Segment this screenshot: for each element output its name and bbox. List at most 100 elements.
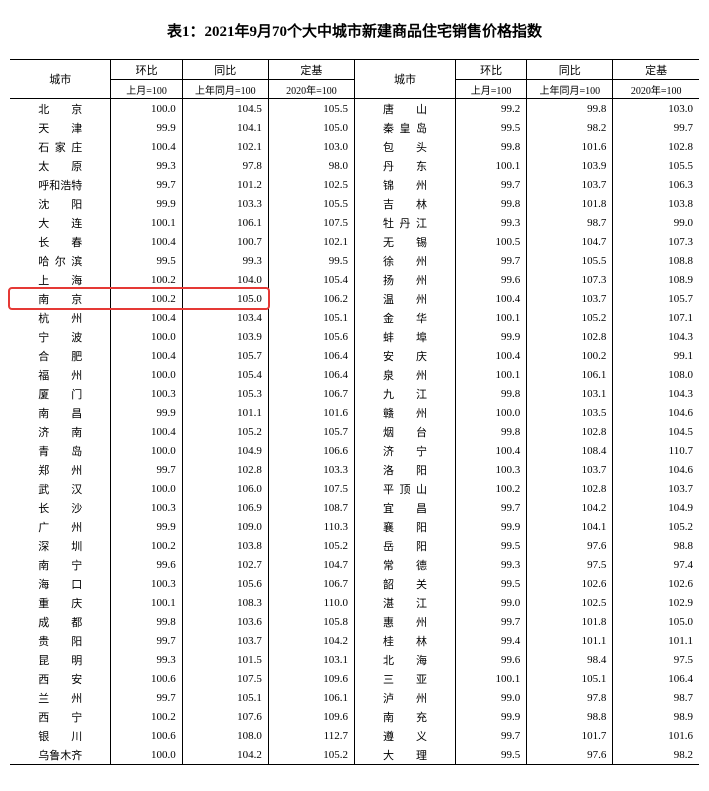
mom-cell: 99.5 xyxy=(455,574,526,593)
table-row: 天 津99.9104.1105.0秦皇岛99.598.299.7 xyxy=(10,118,699,137)
base-cell: 108.9 xyxy=(613,270,699,289)
base-cell: 107.3 xyxy=(613,232,699,251)
yoy-cell: 102.8 xyxy=(527,327,613,346)
city-cell: 宁 波 xyxy=(10,327,111,346)
city-cell: 南 昌 xyxy=(10,403,111,422)
mom-cell: 99.7 xyxy=(455,251,526,270)
col-yoy-sub-right: 上年同月=100 xyxy=(527,80,613,99)
base-cell: 104.9 xyxy=(613,498,699,517)
table-row: 重 庆100.1108.3110.0湛 江99.0102.5102.9 xyxy=(10,593,699,612)
yoy-cell: 103.7 xyxy=(527,460,613,479)
table-row: 长 春100.4100.7102.1无 锡100.5104.7107.3 xyxy=(10,232,699,251)
yoy-cell: 102.8 xyxy=(527,479,613,498)
yoy-cell: 103.9 xyxy=(182,327,268,346)
city-cell: 郑 州 xyxy=(10,460,111,479)
city-cell: 牡丹江 xyxy=(354,213,455,232)
table-row: 济 南100.4105.2105.7烟 台99.8102.8104.5 xyxy=(10,422,699,441)
yoy-cell: 108.4 xyxy=(527,441,613,460)
base-cell: 106.4 xyxy=(268,346,354,365)
table-row: 长 沙100.3106.9108.7宜 昌99.7104.2104.9 xyxy=(10,498,699,517)
yoy-cell: 104.1 xyxy=(527,517,613,536)
yoy-cell: 98.4 xyxy=(527,650,613,669)
yoy-cell: 103.7 xyxy=(527,175,613,194)
city-cell: 北 海 xyxy=(354,650,455,669)
city-cell: 丹 东 xyxy=(354,156,455,175)
city-cell: 南 充 xyxy=(354,707,455,726)
mom-cell: 99.7 xyxy=(455,175,526,194)
mom-cell: 99.7 xyxy=(111,688,182,707)
yoy-cell: 105.1 xyxy=(527,669,613,688)
mom-cell: 99.7 xyxy=(455,726,526,745)
base-cell: 101.6 xyxy=(268,403,354,422)
base-cell: 106.7 xyxy=(268,574,354,593)
city-cell: 合 肥 xyxy=(10,346,111,365)
mom-cell: 100.4 xyxy=(111,137,182,156)
yoy-cell: 103.1 xyxy=(527,384,613,403)
city-cell: 沈 阳 xyxy=(10,194,111,213)
city-cell: 赣 州 xyxy=(354,403,455,422)
yoy-cell: 105.2 xyxy=(527,308,613,327)
mom-cell: 99.9 xyxy=(455,517,526,536)
yoy-cell: 109.0 xyxy=(182,517,268,536)
city-cell: 九 江 xyxy=(354,384,455,403)
table-row: 银 川100.6108.0112.7遵 义99.7101.7101.6 xyxy=(10,726,699,745)
table-row: 厦 门100.3105.3106.7九 江99.8103.1104.3 xyxy=(10,384,699,403)
table-row: 深 圳100.2103.8105.2岳 阳99.597.698.8 xyxy=(10,536,699,555)
base-cell: 97.5 xyxy=(613,650,699,669)
yoy-cell: 103.5 xyxy=(527,403,613,422)
city-cell: 泸 州 xyxy=(354,688,455,707)
base-cell: 110.7 xyxy=(613,441,699,460)
yoy-cell: 97.6 xyxy=(527,745,613,765)
base-cell: 105.8 xyxy=(268,612,354,631)
mom-cell: 99.4 xyxy=(455,631,526,650)
table-title: 表1：2021年9月70个大中城市新建商品住宅销售价格指数 xyxy=(10,20,699,41)
city-cell: 北 京 xyxy=(10,99,111,119)
base-cell: 105.2 xyxy=(268,536,354,555)
base-cell: 103.8 xyxy=(613,194,699,213)
yoy-cell: 97.6 xyxy=(527,536,613,555)
table-body: 北 京100.0104.5105.5唐 山99.299.8103.0天 津99.… xyxy=(10,99,699,765)
base-cell: 103.3 xyxy=(268,460,354,479)
city-cell: 襄 阳 xyxy=(354,517,455,536)
city-cell: 吉 林 xyxy=(354,194,455,213)
city-cell: 厦 门 xyxy=(10,384,111,403)
yoy-cell: 102.8 xyxy=(182,460,268,479)
table-row: 成 都99.8103.6105.8惠 州99.7101.8105.0 xyxy=(10,612,699,631)
mom-cell: 100.3 xyxy=(111,384,182,403)
mom-cell: 100.3 xyxy=(455,460,526,479)
base-cell: 103.7 xyxy=(613,479,699,498)
city-cell: 常 德 xyxy=(354,555,455,574)
base-cell: 104.3 xyxy=(613,384,699,403)
mom-cell: 100.2 xyxy=(111,289,182,308)
mom-cell: 100.5 xyxy=(455,232,526,251)
table-row: 合 肥100.4105.7106.4安 庆100.4100.299.1 xyxy=(10,346,699,365)
mom-cell: 100.4 xyxy=(455,441,526,460)
mom-cell: 100.4 xyxy=(111,308,182,327)
base-cell: 105.1 xyxy=(268,308,354,327)
base-cell: 106.7 xyxy=(268,384,354,403)
yoy-cell: 101.1 xyxy=(182,403,268,422)
table-row: 乌鲁木齐100.0104.2105.2大 理99.597.698.2 xyxy=(10,745,699,765)
city-cell: 韶 关 xyxy=(354,574,455,593)
city-cell: 呼和浩特 xyxy=(10,175,111,194)
base-cell: 98.7 xyxy=(613,688,699,707)
base-cell: 104.3 xyxy=(613,327,699,346)
city-cell: 广 州 xyxy=(10,517,111,536)
base-cell: 105.5 xyxy=(268,194,354,213)
col-city-right: 城市 xyxy=(354,60,455,99)
city-cell: 天 津 xyxy=(10,118,111,137)
mom-cell: 100.0 xyxy=(455,403,526,422)
yoy-cell: 99.8 xyxy=(527,99,613,119)
base-cell: 107.1 xyxy=(613,308,699,327)
mom-cell: 99.7 xyxy=(111,460,182,479)
yoy-cell: 102.8 xyxy=(527,422,613,441)
yoy-cell: 102.6 xyxy=(527,574,613,593)
mom-cell: 100.0 xyxy=(111,327,182,346)
city-cell: 青 岛 xyxy=(10,441,111,460)
city-cell: 银 川 xyxy=(10,726,111,745)
base-cell: 107.5 xyxy=(268,213,354,232)
mom-cell: 99.3 xyxy=(455,555,526,574)
mom-cell: 99.9 xyxy=(111,517,182,536)
mom-cell: 100.2 xyxy=(111,536,182,555)
city-cell: 遵 义 xyxy=(354,726,455,745)
